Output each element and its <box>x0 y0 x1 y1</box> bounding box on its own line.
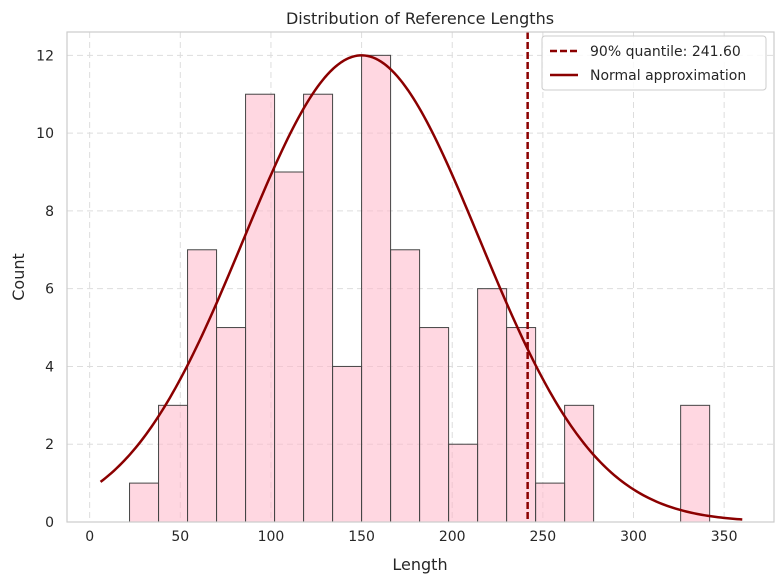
x-axis-label: Length <box>392 555 447 574</box>
overlay-lines <box>99 32 743 522</box>
legend-quantile-label: 90% quantile: 241.60 <box>590 44 741 60</box>
histogram-bar <box>303 93 334 523</box>
histogram-bar <box>332 365 363 523</box>
x-tick-label: 250 <box>529 529 556 545</box>
histogram-bar <box>535 482 566 523</box>
x-tick-label: 0 <box>85 529 94 545</box>
y-tick-label: 2 <box>45 437 54 453</box>
y-tick-label: 8 <box>45 204 54 220</box>
histogram-bar <box>506 327 537 523</box>
y-axis-label: Count <box>9 253 28 301</box>
legend: 90% quantile: 241.60 Normal approximatio… <box>541 35 767 91</box>
histogram-bar <box>390 249 421 523</box>
histogram-bar <box>448 443 479 523</box>
y-tick-label: 12 <box>36 48 54 64</box>
x-tick-label: 200 <box>439 529 466 545</box>
legend-curve-label: Normal approximation <box>590 68 746 84</box>
histogram-bar <box>158 404 189 523</box>
histogram-bar <box>680 404 711 523</box>
y-tick-label: 0 <box>45 515 54 531</box>
y-tick-label: 4 <box>45 359 54 375</box>
histogram-bar <box>419 327 450 523</box>
x-tick-label: 300 <box>620 529 647 545</box>
histogram-bar <box>361 54 392 523</box>
histogram-bar <box>216 327 247 523</box>
chart-title: Distribution of Reference Lengths <box>286 9 554 28</box>
y-tick-label: 6 <box>45 282 54 298</box>
x-tick-label: 350 <box>711 529 738 545</box>
histogram-bars <box>129 54 711 523</box>
histogram-bar <box>274 171 305 523</box>
histogram-bar <box>129 482 160 523</box>
histogram-bar <box>477 288 508 523</box>
legend-box <box>541 35 767 91</box>
x-tick-label: 100 <box>258 529 285 545</box>
x-tick-label: 150 <box>348 529 375 545</box>
normal-approximation-curve <box>99 54 743 521</box>
y-tick-label: 10 <box>36 126 54 142</box>
x-tick-label: 50 <box>171 529 189 545</box>
plot-frame <box>66 31 775 523</box>
histogram-bar <box>187 249 218 523</box>
tick-labels: 0 50 100 150 200 250 300 350 0 2 4 6 8 10 12 <box>36 48 737 545</box>
histogram-bar <box>245 93 276 523</box>
